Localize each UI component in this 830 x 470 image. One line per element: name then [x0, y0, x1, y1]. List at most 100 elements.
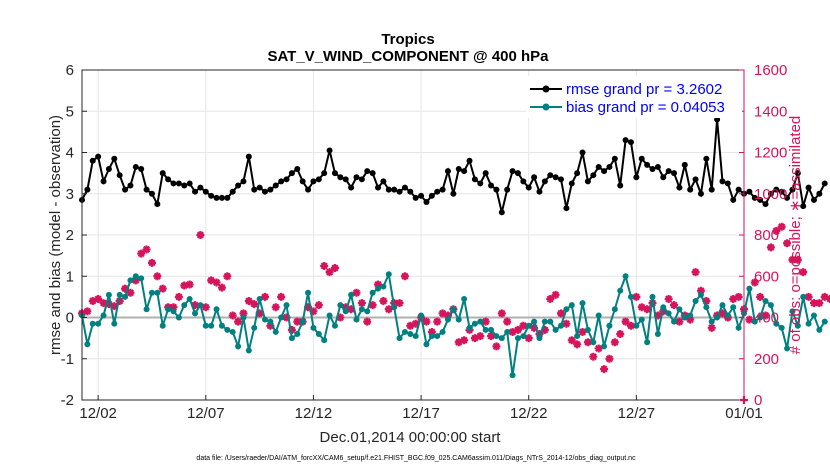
- rmse-point: [800, 203, 807, 210]
- bias-point: [326, 312, 333, 319]
- rmse-point: [649, 166, 656, 172]
- obs-marker: [783, 239, 792, 248]
- bias-point: [520, 333, 527, 340]
- rmse-point: [708, 186, 715, 193]
- obs-marker: [94, 294, 103, 303]
- rmse-point: [477, 180, 484, 187]
- obs-marker: [99, 299, 108, 308]
- rmse-point: [272, 182, 279, 189]
- rmse-point: [444, 168, 451, 175]
- chart-title: Tropics: [381, 31, 434, 48]
- bias-point: [816, 326, 823, 333]
- rmse-point: [660, 174, 667, 181]
- rmse-point: [622, 137, 629, 144]
- rmse-point: [251, 186, 258, 193]
- bias-point: [821, 318, 828, 325]
- legend-bias-marker: [542, 103, 550, 111]
- bias-point: [229, 328, 236, 335]
- rmse-point: [794, 170, 801, 177]
- bias-point: [461, 295, 468, 302]
- obs-marker: [707, 323, 716, 332]
- bias-point: [703, 304, 710, 311]
- bias-point: [143, 306, 150, 313]
- obs-marker: [115, 297, 124, 305]
- x-tick-label: 01/01: [725, 405, 763, 422]
- obs-marker: [718, 309, 727, 318]
- rmse-point: [681, 161, 688, 168]
- rmse-point: [789, 186, 796, 193]
- obs-marker: [513, 325, 522, 334]
- rmse-point: [105, 166, 112, 172]
- rmse-point: [606, 163, 613, 170]
- rmse-point: [294, 166, 301, 172]
- obs-marker: [400, 272, 409, 281]
- rmse-point: [482, 170, 489, 177]
- bias-point: [794, 322, 801, 329]
- rmse-point: [218, 194, 225, 201]
- obs-marker: [347, 305, 356, 314]
- obs-marker: [191, 301, 200, 310]
- obs-marker: [293, 317, 302, 326]
- bias-point: [525, 322, 532, 329]
- obs-marker: [104, 300, 113, 309]
- bias-point: [455, 316, 462, 323]
- rmse-point: [520, 178, 527, 185]
- bias-point: [450, 306, 457, 313]
- obs-marker: [174, 292, 183, 301]
- obs-marker: [244, 297, 253, 305]
- bias-point: [218, 322, 225, 329]
- obs-marker: [637, 303, 646, 312]
- bias-point: [805, 320, 812, 327]
- y2-tick-label: 1200: [754, 145, 787, 162]
- rmse-point: [385, 186, 392, 193]
- obs-marker: [363, 317, 372, 326]
- bias-point: [294, 331, 301, 337]
- rmse-point: [719, 178, 726, 185]
- bias-point: [84, 341, 91, 348]
- bias-point: [138, 275, 145, 282]
- bias-point: [547, 318, 554, 325]
- rmse-point: [531, 174, 538, 181]
- rmse-point: [498, 209, 505, 216]
- rmse-point: [574, 170, 581, 177]
- obs-marker: [131, 276, 140, 285]
- bias-point: [89, 320, 96, 327]
- obs-marker: [675, 317, 684, 326]
- bias-point: [735, 324, 742, 331]
- obs-marker: [309, 307, 318, 316]
- obs-marker: [804, 292, 813, 301]
- rmse-point: [579, 149, 586, 156]
- bias-point: [224, 326, 231, 333]
- rmse-point: [590, 172, 597, 179]
- bias-point: [724, 312, 731, 319]
- rmse-point: [810, 196, 817, 203]
- obs-marker: [793, 255, 802, 264]
- obs-marker: [137, 249, 146, 258]
- rmse-point: [461, 168, 468, 175]
- obs-marker: [470, 334, 479, 343]
- obs-marker: [503, 317, 512, 326]
- obs-marker: [610, 338, 619, 347]
- obs-marker: [277, 292, 286, 301]
- bias-point: [471, 320, 478, 327]
- rmse-point: [122, 186, 129, 193]
- x-tick-label: 12/12: [295, 405, 333, 422]
- bias-point: [466, 324, 473, 331]
- obs-marker: [110, 302, 119, 311]
- obs-marker: [616, 330, 625, 338]
- rmse-point: [751, 194, 758, 201]
- rmse-point: [805, 184, 812, 191]
- y2-tick-label: 1400: [754, 103, 787, 120]
- obs-marker: [126, 288, 135, 297]
- rmse-point: [100, 178, 107, 185]
- rmse-point: [132, 163, 139, 170]
- rmse-point: [369, 170, 376, 177]
- obs-marker: [443, 311, 452, 320]
- bias-point: [154, 289, 161, 296]
- obs-marker: [255, 309, 264, 318]
- rmse-point: [638, 155, 645, 162]
- bias-point: [401, 328, 408, 335]
- obs-marker: [653, 311, 662, 320]
- bias-point: [611, 306, 618, 313]
- rmse-point: [455, 166, 462, 172]
